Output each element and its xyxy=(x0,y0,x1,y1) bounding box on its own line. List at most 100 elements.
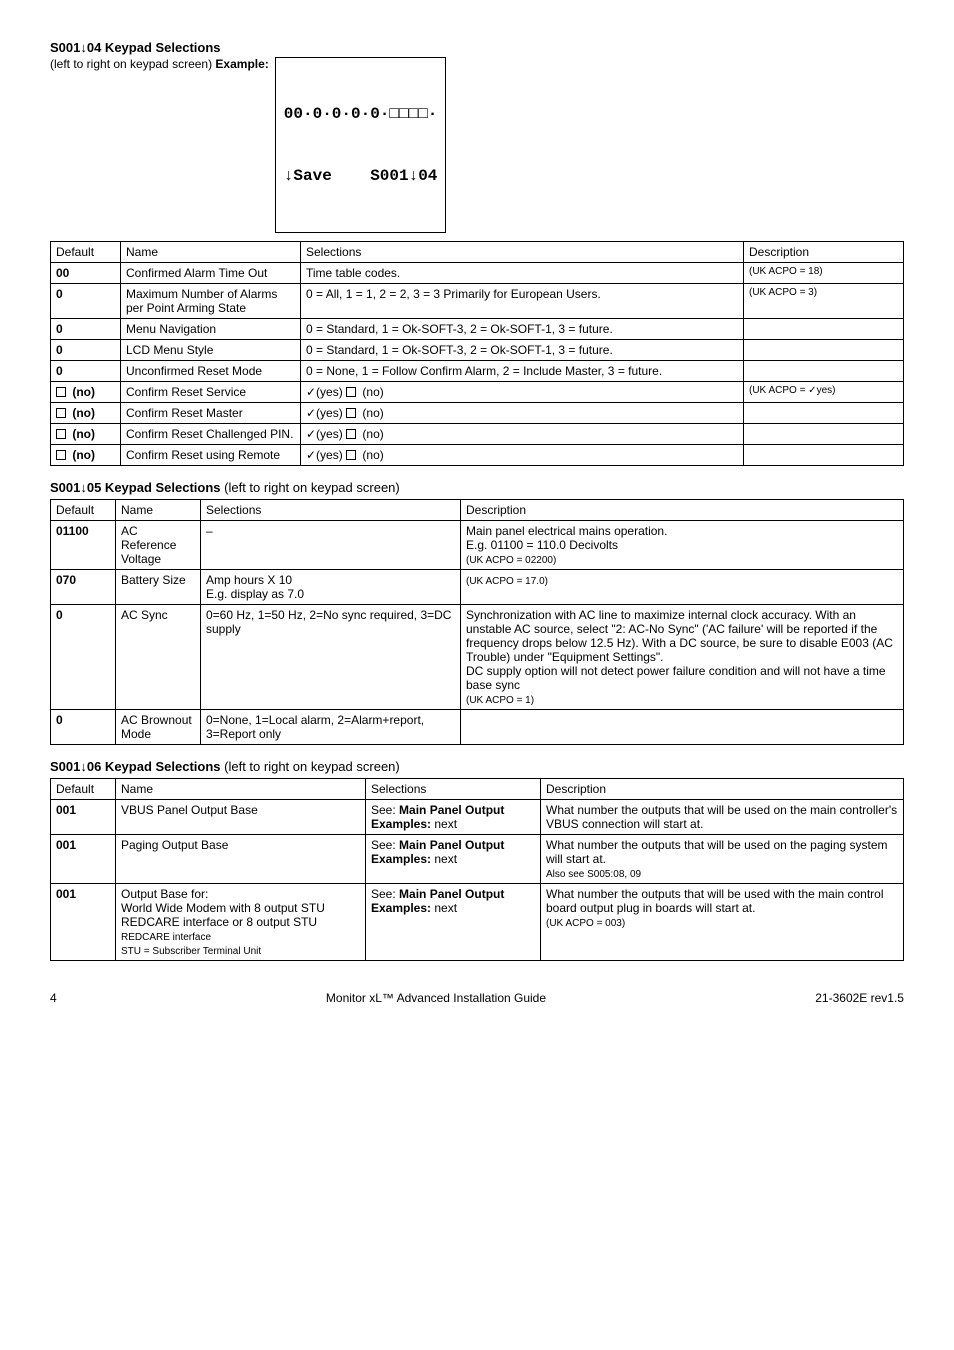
table-cell: AC Brownout Mode xyxy=(116,710,201,745)
table-cell: Confirm Reset Service xyxy=(121,382,301,403)
table-cell: Output Base for:World Wide Modem with 8 … xyxy=(116,884,366,961)
table-cell: ✓(yes) (no) xyxy=(301,382,744,403)
checkbox-empty-icon xyxy=(56,429,66,439)
footer-right: 21-3602E rev1.5 xyxy=(815,991,904,1005)
footer-page-num: 4 xyxy=(50,991,57,1005)
lcd-line2: ↓Save S001↓04 xyxy=(284,166,438,187)
example-label: (left to right on keypad screen) Example… xyxy=(50,57,269,71)
table-cell: Main panel electrical mains operation.E.… xyxy=(461,521,904,570)
table-row: 0LCD Menu Style0 = Standard, 1 = Ok-SOFT… xyxy=(51,340,904,361)
table-cell: Paging Output Base xyxy=(116,835,366,884)
table-row: 0AC Sync0=60 Hz, 1=50 Hz, 2=No sync requ… xyxy=(51,605,904,710)
table-cell: (UK ACPO = 3) xyxy=(744,284,904,319)
col-name: Name xyxy=(116,779,366,800)
col-default: Default xyxy=(51,242,121,263)
table-cell: 001 xyxy=(51,835,116,884)
sec1-example-row: (left to right on keypad screen) Example… xyxy=(50,57,904,233)
checkbox-empty-icon xyxy=(346,387,356,397)
table-row: 01100AC Reference Voltage–Main panel ele… xyxy=(51,521,904,570)
table-cell: – xyxy=(201,521,461,570)
table-cell: (UK ACPO = ✓yes) xyxy=(744,382,904,403)
table-cell: Amp hours X 10E.g. display as 7.0 xyxy=(201,570,461,605)
table-cell: (no) xyxy=(51,403,121,424)
table-cell: See: Main Panel Output Examples: next xyxy=(366,835,541,884)
table-cell: 0 = Standard, 1 = Ok-SOFT-3, 2 = Ok-SOFT… xyxy=(301,319,744,340)
table-cell xyxy=(744,340,904,361)
table-row: 0AC Brownout Mode0=None, 1=Local alarm, … xyxy=(51,710,904,745)
table-header-row: Default Name Selections Description xyxy=(51,779,904,800)
table-cell: ✓(yes) (no) xyxy=(301,424,744,445)
table-cell: See: Main Panel Output Examples: next xyxy=(366,800,541,835)
lcd-line2-right: S001↓04 xyxy=(370,166,437,187)
table-cell: 0 xyxy=(51,340,121,361)
table-row: 001Output Base for:World Wide Modem with… xyxy=(51,884,904,961)
table-row: 001VBUS Panel Output BaseSee: Main Panel… xyxy=(51,800,904,835)
table-cell: Maximum Number of Alarms per Point Armin… xyxy=(121,284,301,319)
table-row: (no)Confirm Reset Master✓(yes) (no) xyxy=(51,403,904,424)
table-header-row: Default Name Selections Description xyxy=(51,500,904,521)
col-name: Name xyxy=(116,500,201,521)
table-cell: 001 xyxy=(51,800,116,835)
table-cell: (no) xyxy=(51,445,121,466)
table-cell: 0 = Standard, 1 = Ok-SOFT-3, 2 = Ok-SOFT… xyxy=(301,340,744,361)
table-cell: 0 xyxy=(51,319,121,340)
col-description: Description xyxy=(744,242,904,263)
checkbox-empty-icon xyxy=(56,450,66,460)
checkbox-empty-icon xyxy=(346,408,356,418)
table-cell: 0 xyxy=(51,284,121,319)
table-cell: Unconfirmed Reset Mode xyxy=(121,361,301,382)
page-footer: 4 Monitor xL™ Advanced Installation Guid… xyxy=(50,991,904,1005)
table-cell xyxy=(744,403,904,424)
sec2-title-tail: (left to right on keypad screen) xyxy=(221,480,400,495)
checkbox-empty-icon xyxy=(56,408,66,418)
table-cell: 0 xyxy=(51,605,116,710)
table-cell: AC Sync xyxy=(116,605,201,710)
table-cell: 0=None, 1=Local alarm, 2=Alarm+report, 3… xyxy=(201,710,461,745)
table-2: Default Name Selections Description 0110… xyxy=(50,499,904,745)
table-cell: (UK ACPO = 17.0) xyxy=(461,570,904,605)
table-cell: See: Main Panel Output Examples: next xyxy=(366,884,541,961)
table-1: Default Name Selections Description 00Co… xyxy=(50,241,904,466)
table-cell: (UK ACPO = 18) xyxy=(744,263,904,284)
example-prefix: (left to right on keypad screen) xyxy=(50,57,215,71)
table-cell: VBUS Panel Output Base xyxy=(116,800,366,835)
table-cell: 00 xyxy=(51,263,121,284)
table-row: 001Paging Output BaseSee: Main Panel Out… xyxy=(51,835,904,884)
table-cell: (no) xyxy=(51,424,121,445)
table-cell: Confirm Reset Challenged PIN. xyxy=(121,424,301,445)
table-cell: 0=60 Hz, 1=50 Hz, 2=No sync required, 3=… xyxy=(201,605,461,710)
table-cell: (no) xyxy=(51,382,121,403)
col-selections: Selections xyxy=(201,500,461,521)
col-description: Description xyxy=(541,779,904,800)
table-cell: Confirm Reset using Remote xyxy=(121,445,301,466)
table-cell: What number the outputs that will be use… xyxy=(541,884,904,961)
table-cell: Menu Navigation xyxy=(121,319,301,340)
table-cell xyxy=(744,319,904,340)
table-row: (no)Confirm Reset using Remote✓(yes) (no… xyxy=(51,445,904,466)
col-default: Default xyxy=(51,779,116,800)
table-row: (no)Confirm Reset Challenged PIN.✓(yes) … xyxy=(51,424,904,445)
table-cell: 070 xyxy=(51,570,116,605)
lcd-display: 00·0·0·0·0·□□□□· ↓Save S001↓04 xyxy=(275,57,447,233)
col-selections: Selections xyxy=(301,242,744,263)
table-cell: ✓(yes) (no) xyxy=(301,403,744,424)
table-cell: AC Reference Voltage xyxy=(116,521,201,570)
table-row: (no)Confirm Reset Service✓(yes) (no)(UK … xyxy=(51,382,904,403)
table-row: 0Maximum Number of Alarms per Point Armi… xyxy=(51,284,904,319)
table-cell: ✓(yes) (no) xyxy=(301,445,744,466)
table-cell: 0 = None, 1 = Follow Confirm Alarm, 2 = … xyxy=(301,361,744,382)
table-row: 070Battery SizeAmp hours X 10E.g. displa… xyxy=(51,570,904,605)
checkbox-empty-icon xyxy=(56,387,66,397)
table-header-row: Default Name Selections Description xyxy=(51,242,904,263)
table-cell xyxy=(744,361,904,382)
table-row: 0Unconfirmed Reset Mode0 = None, 1 = Fol… xyxy=(51,361,904,382)
sec1-title: S001↓04 Keypad Selections xyxy=(50,40,904,55)
sec2-title-bold: S001↓05 Keypad Selections xyxy=(50,480,221,495)
table-cell: What number the outputs that will be use… xyxy=(541,800,904,835)
table-cell: 0 xyxy=(51,361,121,382)
col-default: Default xyxy=(51,500,116,521)
table-cell: 0 = All, 1 = 1, 2 = 2, 3 = 3 Primarily f… xyxy=(301,284,744,319)
table-row: 0Menu Navigation0 = Standard, 1 = Ok-SOF… xyxy=(51,319,904,340)
checkbox-empty-icon xyxy=(346,450,356,460)
sec3-title: S001↓06 Keypad Selections (left to right… xyxy=(50,759,904,774)
